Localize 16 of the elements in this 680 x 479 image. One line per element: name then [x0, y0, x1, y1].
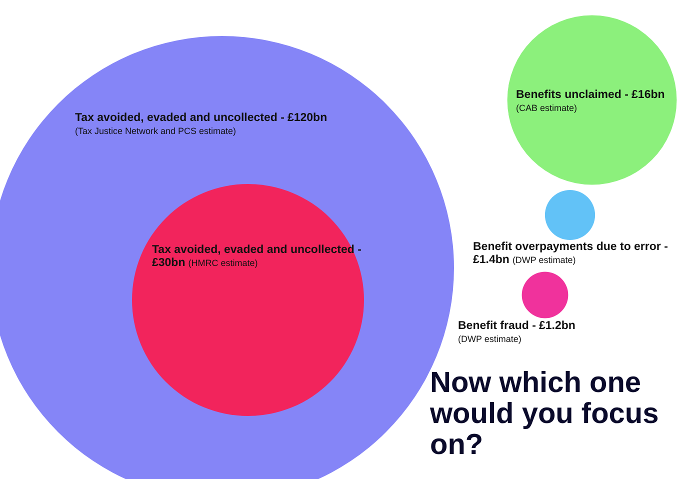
text: (Tax Justice Network and PCS estimate)	[75, 125, 238, 138]
data-label: £1.4bn	[473, 254, 510, 266]
category-label: Benefit fraud -	[458, 320, 536, 332]
text: (DWP estimate)	[512, 255, 576, 265]
text: (DWP estimate)	[458, 333, 522, 346]
text: (CAB estimate)	[516, 102, 578, 115]
text: Now which one would you focus on?	[430, 367, 660, 461]
text: (HMRC estimate)	[188, 258, 258, 268]
data-label: £1.2bn	[539, 320, 576, 332]
category-label: Tax avoided, evaded and uncollected -	[75, 112, 284, 124]
data-label: £120bn	[287, 112, 328, 124]
category-label: Tax avoided, evaded and uncollected -	[152, 244, 362, 256]
data-label: £30bn	[152, 257, 186, 269]
category-label: Benefit overpayments due to error -	[473, 241, 668, 253]
category-label: Benefits unclaimed -	[516, 89, 628, 101]
data-label: £16bn	[632, 89, 665, 101]
